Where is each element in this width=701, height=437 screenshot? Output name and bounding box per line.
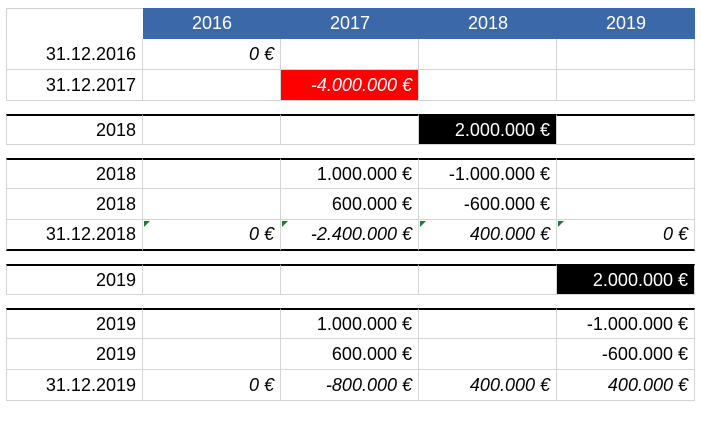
table-row: 31.12.2019 0 € -800.000 €400.000 €400.000 …: [6, 370, 695, 401]
table-row: 31.12.2018 0 € -2.400.000 €400.000 €0 €: [6, 220, 695, 251]
table-row: 2019 1.000.000 € -1.000.000 €: [6, 308, 695, 339]
value-cell[interactable]: 400.000 €: [419, 220, 557, 251]
table-body: 31.12.2016 0 €31.12.2017 -4.000.000 €2018 2…: [6, 39, 695, 401]
row-label[interactable]: 2018: [6, 189, 143, 220]
value-cell[interactable]: 400.000 €: [557, 370, 695, 401]
year-header[interactable]: 2017: [281, 8, 419, 39]
header-row: 2016 2017 2018 2019: [6, 8, 695, 39]
value-cell[interactable]: 600.000 €: [281, 189, 419, 220]
value-cell[interactable]: [281, 114, 419, 145]
table-row: 31.12.2017 -4.000.000 €: [6, 70, 695, 101]
value-cell[interactable]: -1.000.000 €: [557, 308, 695, 339]
error-indicator-icon: [282, 221, 288, 227]
value-cell[interactable]: 0 €: [143, 220, 281, 251]
year-header[interactable]: 2018: [419, 8, 557, 39]
row-label[interactable]: 31.12.2016: [6, 39, 143, 70]
value-cell[interactable]: [557, 70, 695, 101]
value-cell[interactable]: [143, 114, 281, 145]
value-cell[interactable]: 2.000.000 €: [557, 264, 695, 295]
year-header[interactable]: 2019: [557, 8, 695, 39]
error-indicator-icon: [558, 221, 564, 227]
value-cell[interactable]: 0 €: [143, 370, 281, 401]
row-label[interactable]: 31.12.2017: [6, 70, 143, 101]
row-label[interactable]: 2019: [6, 264, 143, 295]
value-cell[interactable]: [143, 264, 281, 295]
value-cell[interactable]: -2.400.000 €: [281, 220, 419, 251]
value-cell[interactable]: 600.000 €: [281, 339, 419, 370]
value-cell[interactable]: [143, 339, 281, 370]
table-row: 2019 2.000.000 €: [6, 264, 695, 295]
value-cell[interactable]: [419, 339, 557, 370]
value-cell[interactable]: [419, 70, 557, 101]
error-indicator-icon: [420, 221, 426, 227]
value-cell[interactable]: [281, 264, 419, 295]
value-cell[interactable]: [143, 158, 281, 189]
value-cell[interactable]: [557, 158, 695, 189]
row-label[interactable]: 2019: [6, 308, 143, 339]
value-cell[interactable]: -1.000.000 €: [419, 158, 557, 189]
value-cell[interactable]: 400.000 €: [419, 370, 557, 401]
value-cell[interactable]: [143, 308, 281, 339]
row-label[interactable]: 2018: [6, 158, 143, 189]
value-cell[interactable]: -600.000 €: [557, 339, 695, 370]
row-label[interactable]: 2019: [6, 339, 143, 370]
value-cell[interactable]: [419, 308, 557, 339]
value-cell[interactable]: -800.000 €: [281, 370, 419, 401]
corner-cell[interactable]: [6, 8, 143, 39]
value-cell[interactable]: [143, 70, 281, 101]
value-cell[interactable]: 1.000.000 €: [281, 308, 419, 339]
year-header[interactable]: 2016: [143, 8, 281, 39]
value-cell[interactable]: 0 €: [143, 39, 281, 70]
value-cell[interactable]: [419, 39, 557, 70]
block-gap: [6, 295, 695, 308]
value-cell[interactable]: [557, 114, 695, 145]
table-row: 2019 600.000 € -600.000 €: [6, 339, 695, 370]
value-cell[interactable]: [281, 39, 419, 70]
block-gap: [6, 145, 695, 158]
spreadsheet: 2016 2017 2018 2019 31.12.2016 0 €31.12.2…: [6, 8, 695, 401]
block-gap: [6, 251, 695, 264]
value-cell[interactable]: 1.000.000 €: [281, 158, 419, 189]
value-cell[interactable]: [557, 189, 695, 220]
value-cell[interactable]: [143, 189, 281, 220]
table-row: 2018 2.000.000 €: [6, 114, 695, 145]
value-cell[interactable]: -4.000.000 €: [281, 70, 419, 101]
table-row: 2018 600.000 € -600.000 €: [6, 189, 695, 220]
table-row: 31.12.2016 0 €: [6, 39, 695, 70]
row-label[interactable]: 31.12.2018: [6, 220, 143, 251]
table-row: 2018 1.000.000 € -1.000.000 €: [6, 158, 695, 189]
value-cell[interactable]: [419, 264, 557, 295]
value-cell[interactable]: 2.000.000 €: [419, 114, 557, 145]
value-cell[interactable]: 0 €: [557, 220, 695, 251]
value-cell[interactable]: -600.000 €: [419, 189, 557, 220]
row-label[interactable]: 2018: [6, 114, 143, 145]
value-cell[interactable]: [557, 39, 695, 70]
block-gap: [6, 101, 695, 114]
error-indicator-icon: [144, 221, 150, 227]
row-label[interactable]: 31.12.2019: [6, 370, 143, 401]
